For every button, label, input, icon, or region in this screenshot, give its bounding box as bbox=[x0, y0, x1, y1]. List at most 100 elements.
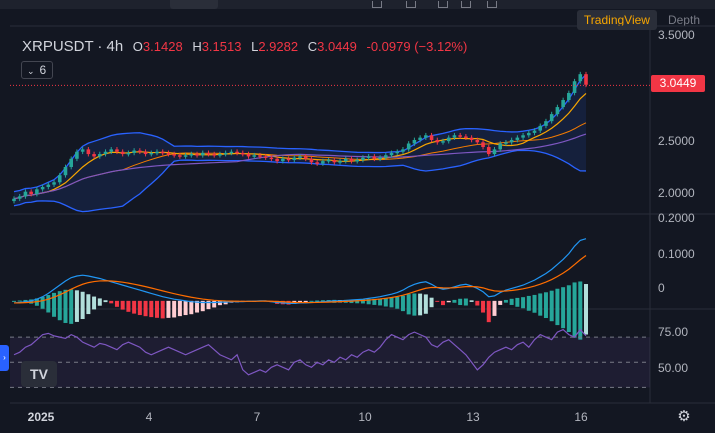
candle-body bbox=[532, 130, 537, 133]
candle-body bbox=[395, 151, 400, 154]
candle-body bbox=[406, 143, 411, 150]
time-axis-label: 10 bbox=[358, 410, 372, 424]
candle-body bbox=[321, 161, 325, 164]
macd-histogram-bar bbox=[400, 295, 405, 312]
toolbar-icon[interactable] bbox=[406, 1, 416, 8]
candle-body bbox=[418, 137, 422, 140]
candle-body bbox=[75, 151, 79, 159]
candle-body bbox=[298, 156, 302, 158]
macd-histogram-bar bbox=[469, 300, 474, 302]
candle-body bbox=[132, 150, 136, 153]
macd-histogram-bar bbox=[429, 297, 434, 308]
candle-body bbox=[366, 156, 371, 158]
candle-body bbox=[458, 135, 462, 137]
macd-histogram-bar bbox=[526, 295, 531, 311]
candle-body bbox=[229, 151, 234, 154]
candle-body bbox=[429, 135, 434, 140]
candle-body bbox=[103, 151, 108, 155]
candle-body bbox=[578, 74, 583, 82]
candle-body bbox=[263, 156, 268, 158]
candle-body bbox=[412, 139, 417, 144]
macd-histogram-bar bbox=[177, 300, 182, 317]
candle-body bbox=[469, 137, 474, 140]
active-timeframe-highlight[interactable] bbox=[170, 0, 218, 9]
symbol-legend: XRPUSDT · 4h O3.1428 H3.1513 L2.9282 C3.… bbox=[22, 38, 467, 55]
candle-body bbox=[446, 137, 451, 142]
macd-histogram-bar bbox=[17, 300, 22, 302]
toolbar-icon[interactable] bbox=[487, 1, 497, 8]
toolbar-icon[interactable] bbox=[372, 1, 382, 8]
macd-histogram-bar bbox=[217, 300, 222, 306]
candle-body bbox=[80, 149, 85, 152]
candle-body bbox=[355, 159, 359, 162]
macd-histogram-bar bbox=[149, 300, 154, 318]
time-axis-label: 13 bbox=[466, 410, 480, 424]
candle-body bbox=[258, 155, 262, 157]
macd-histogram-bar bbox=[566, 285, 571, 333]
candle-body bbox=[155, 151, 159, 154]
macd-pane[interactable] bbox=[12, 238, 588, 340]
candle-body bbox=[332, 159, 337, 163]
candles[interactable] bbox=[10, 71, 650, 204]
candle-body bbox=[86, 149, 91, 155]
candle-body bbox=[521, 135, 525, 138]
candle-body bbox=[172, 154, 176, 156]
candle-body bbox=[29, 191, 33, 195]
toolbar-icon[interactable] bbox=[438, 1, 448, 8]
macd-histogram-bar bbox=[412, 293, 417, 316]
price-axis-label: 3.5000 bbox=[658, 28, 695, 42]
macd-histogram-bar bbox=[395, 296, 400, 309]
macd-histogram-bar bbox=[355, 299, 360, 304]
view-tabs: TradingView Depth bbox=[576, 10, 707, 30]
rsi-pane[interactable] bbox=[10, 328, 650, 388]
candle-body bbox=[281, 158, 285, 162]
candle-body bbox=[527, 132, 531, 136]
macd-histogram-bar bbox=[97, 298, 102, 306]
macd-histogram-bar bbox=[441, 300, 445, 306]
candle-body bbox=[189, 154, 194, 156]
macd-histogram-bar bbox=[143, 300, 148, 317]
macd-histogram-bar bbox=[69, 289, 74, 324]
tab-depth[interactable]: Depth bbox=[667, 13, 700, 27]
open-value: 3.1428 bbox=[142, 39, 183, 54]
candle-body bbox=[246, 154, 251, 157]
candle-body bbox=[504, 142, 508, 144]
macd-histogram-bar bbox=[435, 300, 440, 302]
indicator-count: 6 bbox=[39, 63, 47, 77]
candle-body bbox=[269, 157, 274, 160]
macd-histogram-bar bbox=[298, 300, 302, 303]
candle-body bbox=[109, 149, 114, 152]
tab-tradingview[interactable]: TradingView bbox=[576, 10, 657, 30]
candle-body bbox=[17, 196, 22, 199]
collapse-handle-icon[interactable]: › bbox=[0, 345, 9, 371]
interval[interactable]: · 4h bbox=[97, 38, 124, 55]
candle-body bbox=[435, 139, 440, 143]
toolbar-icon[interactable] bbox=[461, 1, 471, 8]
candle-body bbox=[160, 151, 165, 154]
macd-histogram-bar bbox=[286, 300, 291, 305]
time-axis-label: 7 bbox=[253, 410, 261, 424]
candle-body bbox=[498, 143, 502, 150]
macd-histogram-bar bbox=[189, 300, 194, 315]
macd-histogram-bar bbox=[309, 300, 314, 302]
candle-body bbox=[555, 107, 560, 115]
candle-body bbox=[338, 161, 342, 163]
macd-histogram-bar bbox=[40, 296, 45, 309]
candle-body bbox=[544, 121, 548, 126]
candle-body bbox=[12, 198, 16, 202]
candle-body bbox=[572, 81, 577, 93]
macd-line bbox=[13, 238, 587, 304]
indicators-toggle[interactable]: ⌄ 6 bbox=[21, 61, 53, 79]
gear-icon[interactable]: ⚙ bbox=[677, 408, 691, 425]
macd-histogram-bar bbox=[372, 298, 377, 305]
macd-histogram-bar bbox=[29, 299, 34, 304]
macd-histogram-bar bbox=[360, 299, 365, 304]
candle-body bbox=[138, 150, 142, 153]
price-axis-label: 2.0000 bbox=[658, 186, 695, 200]
candle-body bbox=[361, 157, 365, 160]
macd-histogram-bar bbox=[389, 297, 394, 308]
macd-histogram-bar bbox=[423, 294, 428, 314]
candle-body bbox=[464, 136, 468, 138]
symbol-name[interactable]: XRPUSDT bbox=[22, 38, 94, 55]
